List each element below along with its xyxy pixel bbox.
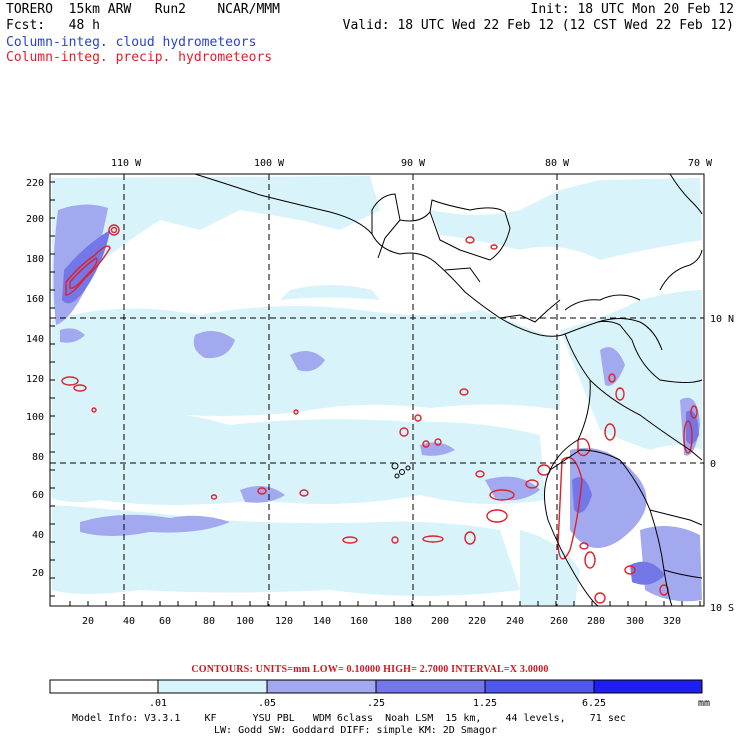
y-tick-label: 140 — [26, 334, 44, 345]
tick-marks — [50, 181, 701, 606]
x-tick-label: 240 — [506, 616, 524, 627]
y-tick-label: 60 — [32, 490, 44, 501]
lat-label: 0 — [710, 459, 716, 470]
colorbar-swatches — [49, 679, 703, 694]
model-info-line1: Model Info: V3.3.1 KF YSU PBL WDM 6class… — [72, 713, 626, 724]
longitude-labels: 110 W 100 W 90 W 80 W 70 W — [111, 158, 713, 169]
colorbar-label: .01 — [149, 698, 167, 709]
x-tick-label: 80 — [203, 616, 215, 627]
colorbar-swatch — [49, 679, 159, 694]
cloud-field-label: Column-integ. cloud hydrometeors — [6, 35, 257, 50]
colorbar-labels: .01 .05 .25 1.25 6.25 mm — [149, 698, 710, 709]
colorbar-units: mm — [698, 698, 710, 709]
lon-label: 90 W — [401, 158, 426, 169]
model-info-line2: LW: Godd SW: Goddard DIFF: simple KM: 2D… — [214, 725, 497, 736]
lon-label: 110 W — [111, 158, 142, 169]
x-tick-label: 100 — [236, 616, 254, 627]
x-tick-label: 60 — [159, 616, 171, 627]
map-frame — [49, 173, 705, 607]
lon-label: 80 W — [545, 158, 570, 169]
y-tick-label: 180 — [26, 254, 44, 265]
latlon-grid — [50, 174, 704, 606]
x-tick-label: 280 — [587, 616, 605, 627]
x-tick-label: 40 — [123, 616, 135, 627]
model-title: TORERO 15km ARW Run2 NCAR/MMM — [6, 2, 280, 17]
precip-contours — [61, 224, 698, 604]
lon-label: 70 W — [688, 158, 713, 169]
x-tick-label: 180 — [394, 616, 412, 627]
precip-field-label: Column-integ. precip. hydrometeors — [6, 50, 273, 65]
y-tick-label: 220 — [26, 178, 44, 189]
x-tick-labels: 20 40 60 80 100 120 140 160 180 200 220 … — [82, 616, 681, 627]
colorbar-swatch — [157, 679, 268, 694]
lat-label: 10 S — [710, 603, 734, 614]
lon-label: 100 W — [254, 158, 285, 169]
contour-info: CONTOURS: UNITS=mm LOW= 0.10000 HIGH= 2.… — [191, 664, 549, 675]
y-tick-labels: 220 200 180 160 140 120 100 80 60 40 20 — [26, 178, 44, 579]
forecast-hour: Fcst: 48 h — [6, 18, 100, 33]
colorbar-swatch — [266, 679, 377, 694]
x-tick-label: 260 — [550, 616, 568, 627]
x-tick-label: 300 — [626, 616, 644, 627]
y-tick-label: 20 — [32, 568, 44, 579]
init-time: Init: 18 UTC Mon 20 Feb 12 — [530, 2, 735, 17]
y-tick-label: 160 — [26, 294, 44, 305]
x-tick-label: 160 — [350, 616, 368, 627]
y-tick-label: 100 — [26, 412, 44, 423]
colorbar: .01 .05 .25 1.25 6.25 mm — [49, 679, 710, 709]
latitude-labels: 10 N 0 10 S — [710, 314, 734, 614]
galapagos-islands — [391, 462, 411, 479]
light-cloud-cover — [52, 176, 702, 605]
coastlines — [194, 173, 703, 607]
x-tick-label: 200 — [431, 616, 449, 627]
x-tick-label: 220 — [468, 616, 486, 627]
lat-label: 10 N — [710, 314, 734, 325]
colorbar-swatch — [375, 679, 486, 694]
colorbar-label: 6.25 — [582, 698, 606, 709]
colorbar-swatch — [593, 679, 703, 694]
y-tick-label: 120 — [26, 374, 44, 385]
colorbar-swatch — [484, 679, 595, 694]
x-tick-label: 320 — [663, 616, 681, 627]
x-tick-label: 120 — [275, 616, 293, 627]
colorbar-label: .05 — [258, 698, 276, 709]
x-tick-label: 20 — [82, 616, 94, 627]
y-tick-label: 200 — [26, 214, 44, 225]
weather-map: 110 W 100 W 90 W 80 W 70 W — [26, 158, 734, 627]
colorbar-label: .25 — [367, 698, 385, 709]
y-tick-label: 40 — [32, 530, 44, 541]
valid-time: Valid: 18 UTC Wed 22 Feb 12 (12 CST Wed … — [342, 18, 734, 33]
colorbar-label: 1.25 — [473, 698, 497, 709]
y-tick-label: 80 — [32, 452, 44, 463]
x-tick-label: 140 — [313, 616, 331, 627]
